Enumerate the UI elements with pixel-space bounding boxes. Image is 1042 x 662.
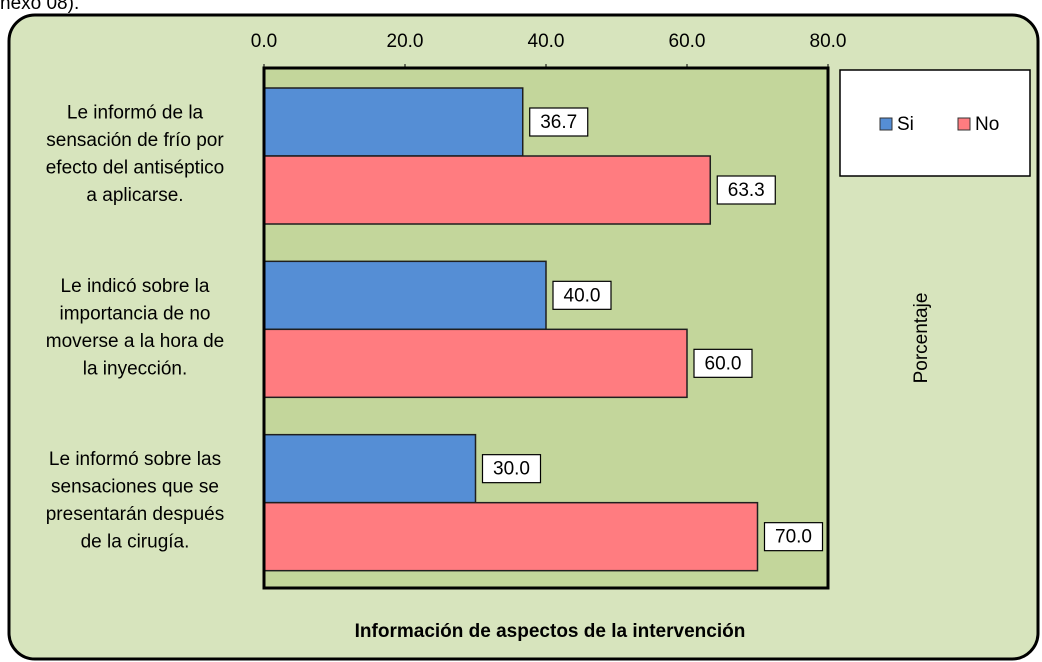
data-label-box [693,348,753,378]
caption: nexo 08). [0,0,79,14]
data-label-box [481,454,542,484]
y-tick-label: sensación de frío por [46,130,224,151]
chart-title: Información de aspectos de la intervenci… [355,621,746,642]
y-tick-label: a aplicarse. [86,185,183,206]
bar [263,260,547,331]
data-label: 60.0 [705,353,742,374]
bar [263,433,477,504]
bar [263,501,759,572]
y-tick-label: sensaciones que se [51,477,219,498]
x-tick-label: 20.0 [387,31,424,52]
bar [263,155,712,225]
y-tick-label: efecto del antiséptico [46,157,225,178]
legend-label: No [975,114,999,135]
data-label: 63.3 [728,180,765,201]
y-tick-label: de la cirugía. [81,532,190,553]
data-label: 70.0 [775,527,812,548]
data-label: 30.0 [493,459,530,480]
x-tick-label: 40.0 [528,31,565,52]
x-tick-label: 0.0 [251,31,277,52]
legend-swatch [957,117,971,131]
x-tick-label: 80.0 [810,31,847,52]
legend-swatch [879,117,893,131]
y-tick-label: la inyección. [83,358,188,379]
bar [263,328,688,399]
bar [263,87,524,157]
y-tick-label: importancia de no [59,303,210,324]
y-tick-label: moverse a la hora de [46,331,225,352]
y-tick-label: Le informó sobre las [49,449,221,470]
data-label-box [763,522,824,552]
legend-label: Si [897,114,914,135]
data-label-box [529,107,589,137]
y-tick-label: presentarán después [46,504,225,525]
data-label-box [552,280,612,310]
y-tick-label: Le informó de la [67,102,204,123]
plot-border [262,66,830,590]
data-label: 36.7 [540,112,577,133]
x-tick-label: 60.0 [669,31,706,52]
data-label-box [716,175,776,205]
y-tick-label: Le indicó sobre la [61,276,210,297]
legend-box [839,69,1031,177]
axis-title: Porcentaje [911,293,932,384]
data-label: 40.0 [564,285,601,306]
